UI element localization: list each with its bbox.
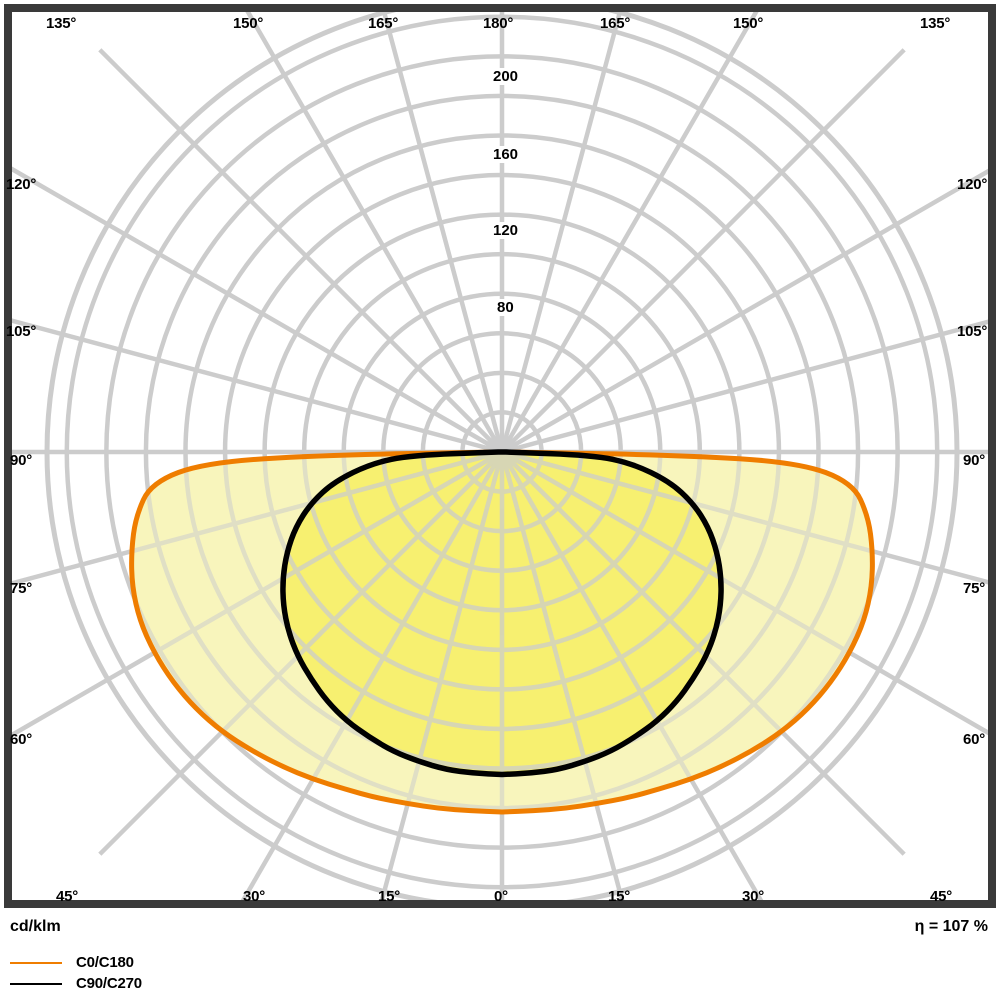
efficiency-label: η = 107 % xyxy=(914,918,988,935)
angle-label-top-0: 135° xyxy=(46,15,77,32)
angle-label-side-7: 90° xyxy=(963,452,986,469)
angle-label-side-5: 60° xyxy=(963,731,986,748)
angle-label-top-2: 165° xyxy=(368,15,399,32)
legend-label: C0/C180 xyxy=(76,954,134,971)
angle-label-bottom-2: 15° xyxy=(378,888,401,905)
angle-label-bottom-1: 30° xyxy=(243,888,266,905)
radial-tick-label-200: 200 xyxy=(490,68,522,85)
angle-label-side-2: 90° xyxy=(10,452,33,469)
legend-label: C90/C270 xyxy=(76,975,142,992)
angle-label-side-6: 75° xyxy=(963,580,986,597)
legend-item-c90-c270[interactable]: C90/C270 xyxy=(10,973,142,994)
legend: C0/C180 C90/C270 xyxy=(10,952,142,994)
angle-label-side-0: 60° xyxy=(10,731,33,748)
angle-label-top-1: 150° xyxy=(233,15,264,32)
angle-label-top-5: 150° xyxy=(733,15,764,32)
angle-label-bottom-6: 45° xyxy=(930,888,953,905)
angle-label-side-1: 75° xyxy=(10,580,33,597)
angle-label-top-4: 165° xyxy=(600,15,631,32)
angle-label-top-3: 180° xyxy=(483,15,514,32)
angle-label-bottom-0: 45° xyxy=(56,888,79,905)
angle-label-bottom-3: 0° xyxy=(494,888,508,905)
angle-label-bottom-5: 30° xyxy=(742,888,765,905)
unit-label: cd/klm xyxy=(10,918,61,935)
legend-swatch-line-icon xyxy=(10,982,62,985)
radial-tick-label-160: 160 xyxy=(490,146,522,163)
angle-label-side-9: 120° xyxy=(957,176,988,193)
angle-label-side-4: 120° xyxy=(6,176,37,193)
angle-label-side-8: 105° xyxy=(957,323,988,340)
angle-label-bottom-4: 15° xyxy=(608,888,631,905)
radial-tick-label-120: 120 xyxy=(490,222,522,239)
angle-label-side-3: 105° xyxy=(6,323,37,340)
angle-label-top-6: 135° xyxy=(920,15,951,32)
distribution-curves xyxy=(129,449,875,815)
radial-tick-label-80: 80 xyxy=(494,299,517,316)
legend-item-c0-c180[interactable]: C0/C180 xyxy=(10,952,142,973)
legend-swatch-line-icon xyxy=(10,961,62,964)
